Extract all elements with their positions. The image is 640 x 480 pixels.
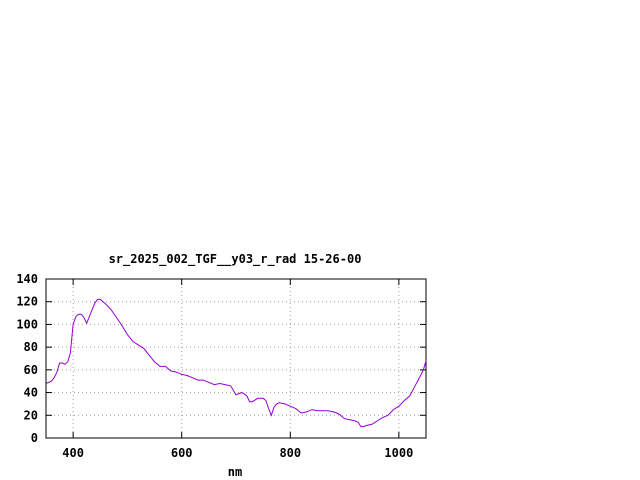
chart-title: sr_2025_002_TGF__y03_r_rad 15-26-00 <box>109 252 362 267</box>
y-tick-label: 20 <box>24 408 38 422</box>
y-tick-label: 40 <box>24 386 38 400</box>
x-tick-label: 800 <box>279 446 301 460</box>
series-line <box>45 298 427 428</box>
plot-frame <box>45 278 427 439</box>
y-tick-label: 140 <box>16 272 38 286</box>
x-tick-label: 600 <box>171 446 193 460</box>
tick-labels: 0 20 40 60 80 100 120 140 400 600 800 1000 <box>16 272 413 460</box>
ticks <box>46 278 426 439</box>
x-axis-label: nm <box>228 465 242 479</box>
y-tick-label: 120 <box>16 295 38 309</box>
y-tick-label: 60 <box>24 363 38 377</box>
y-tick-label: 80 <box>24 340 38 354</box>
grid <box>46 279 426 438</box>
y-tick-label: 100 <box>16 317 38 331</box>
y-tick-label: 0 <box>31 431 38 445</box>
x-tick-label: 400 <box>62 446 84 460</box>
x-tick-label: 1000 <box>384 446 413 460</box>
